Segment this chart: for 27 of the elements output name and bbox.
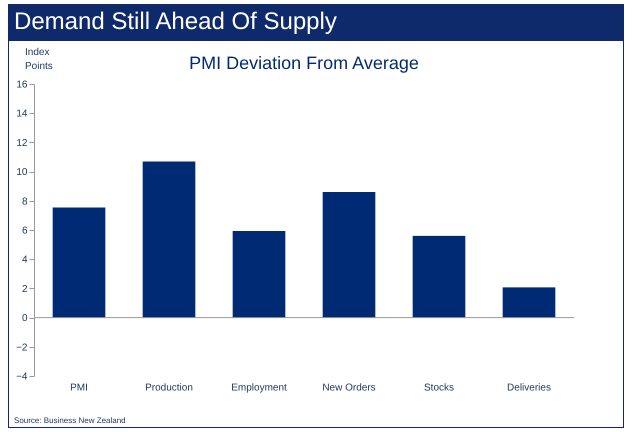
x-tick-label: Deliveries [507, 382, 551, 394]
x-tick-label: Stocks [424, 382, 454, 394]
bar [52, 208, 106, 318]
y-tick-label: 12 [16, 138, 28, 149]
x-tick-label: New Orders [322, 382, 376, 394]
y-tick-label: 0 [22, 313, 28, 324]
y-tick-label: 16 [16, 80, 28, 90]
bar [502, 287, 556, 318]
source-note: Source: Business New Zealand [14, 416, 126, 425]
bar [142, 162, 196, 318]
x-tick-label: Employment [231, 382, 288, 394]
chart-title: Demand Still Ahead Of Supply [8, 4, 624, 40]
bar [322, 192, 376, 318]
y-tick-label: −4 [16, 372, 28, 382]
y-tick-label: 4 [22, 254, 28, 266]
y-tick-label: −2 [16, 342, 28, 354]
chart-subtitle: PMI Deviation From Average [189, 53, 419, 73]
bar [412, 236, 466, 318]
y-tick-label: 6 [22, 226, 28, 236]
y-tick-label: 10 [16, 167, 28, 178]
x-tick-label: PMI [70, 382, 88, 394]
y-tick-label: 14 [16, 108, 28, 120]
y-tick-label: 2 [22, 284, 28, 295]
x-tick-label: Production [145, 382, 193, 394]
bar [232, 231, 286, 318]
y-axis-title: Index Points [25, 46, 54, 74]
y-tick-label: 8 [22, 196, 28, 208]
